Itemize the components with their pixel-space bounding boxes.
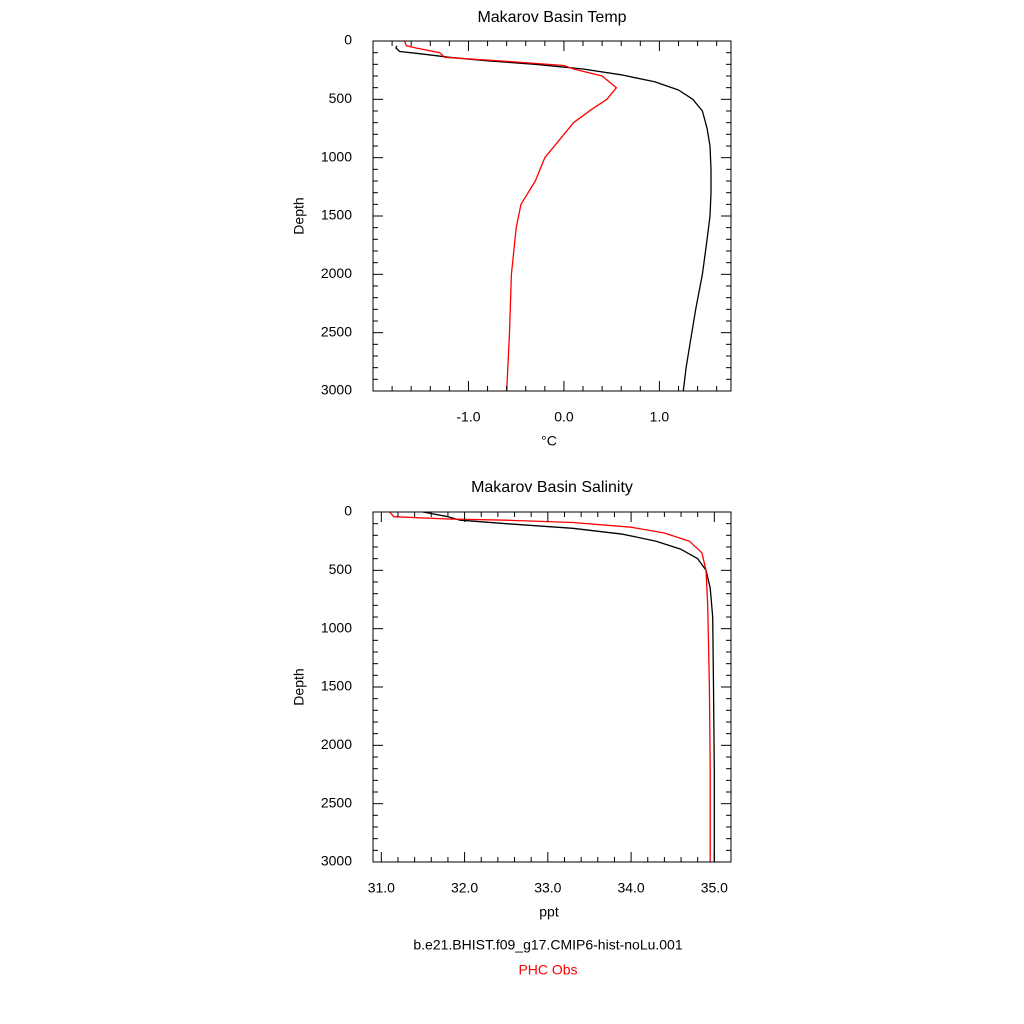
y-tick-label: 1500 — [321, 678, 352, 694]
y-tick-label: 2000 — [321, 736, 352, 752]
chart-title: Makarov Basin Temp — [477, 9, 626, 26]
y-axis-label: Depth — [291, 197, 307, 234]
x-tick-label: 35.0 — [701, 880, 728, 896]
legend-entry-2: PHC Obs — [518, 962, 577, 978]
plot-frame — [372, 511, 732, 863]
series-line-1 — [395, 45, 712, 391]
chart-title: Makarov Basin Salinity — [471, 479, 633, 496]
x-tick-label: 34.0 — [617, 880, 644, 896]
y-tick-label: 500 — [329, 561, 353, 577]
x-tick-label: 0.0 — [554, 409, 574, 425]
x-axis-label: °C — [541, 433, 557, 449]
x-tick-label: 1.0 — [650, 409, 670, 425]
y-axis-label: Depth — [291, 668, 307, 705]
x-axis-label: ppt — [539, 904, 559, 920]
x-tick-label: 33.0 — [534, 880, 561, 896]
y-tick-label: 0 — [344, 32, 352, 48]
series-line-1 — [422, 512, 715, 862]
legend: b.e21.BHIST.f09_g17.CMIP6-hist-noLu.001 P… — [413, 937, 682, 978]
series-line-2 — [403, 41, 618, 391]
y-tick-label: 2500 — [321, 323, 352, 339]
y-tick-label: 500 — [329, 90, 353, 106]
y-tick-label: 1500 — [321, 207, 352, 223]
plot-frame — [372, 40, 732, 392]
y-tick-label: 3000 — [321, 382, 352, 398]
y-tick-label: 3000 — [321, 853, 352, 869]
x-tick-label: -1.0 — [456, 409, 480, 425]
series-line-2 — [389, 512, 711, 862]
legend-entry-1: b.e21.BHIST.f09_g17.CMIP6-hist-noLu.001 — [413, 937, 682, 953]
chart-panel-1: Makarov Basin Temp 0 500 1000 1500 2000 2500 30… — [291, 9, 732, 449]
x-tick-label: 31.0 — [368, 880, 395, 896]
x-tick-label: 32.0 — [451, 880, 478, 896]
y-tick-label: 0 — [344, 503, 352, 519]
y-tick-label: 2000 — [321, 265, 352, 281]
chart-panel-2: Makarov Basin Salinity 0 500 1000 1500 2000 25… — [291, 479, 732, 920]
y-tick-label: 2500 — [321, 794, 352, 810]
y-tick-label: 1000 — [321, 148, 352, 164]
y-tick-label: 1000 — [321, 619, 352, 635]
